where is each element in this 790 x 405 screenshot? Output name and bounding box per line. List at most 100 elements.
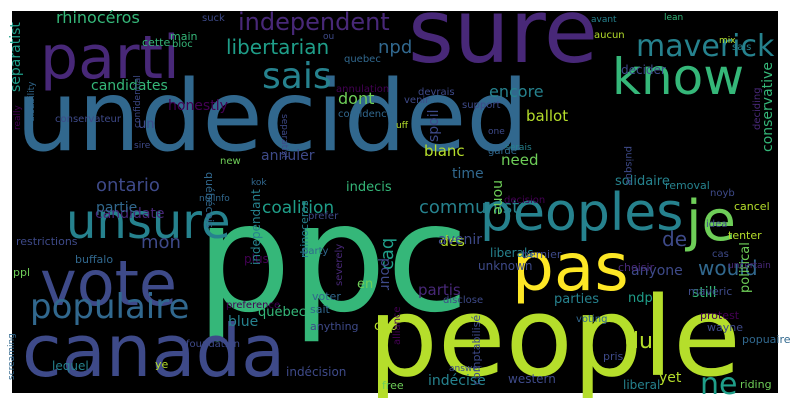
word-noyb: noyb	[710, 188, 735, 199]
word-disability: disability	[27, 81, 37, 122]
word-independant: independant	[249, 189, 263, 265]
word-je: je	[684, 189, 736, 254]
word-spoil: spoil	[426, 109, 442, 142]
word-pas: pas	[512, 229, 629, 306]
word-mon: mon	[141, 232, 181, 253]
word-pris: pris	[603, 350, 624, 363]
word-comptabilisé: comptabilisé	[470, 315, 483, 385]
word-encore: encore	[489, 82, 544, 101]
word-uncertain: uncertain	[728, 261, 771, 271]
word-sire: sire	[134, 141, 151, 151]
word-québec: québec	[258, 305, 306, 320]
word-voter: voter	[312, 290, 341, 303]
word-tenter: tenter	[728, 229, 762, 242]
word-answer: answer	[449, 364, 482, 374]
word-canada: canada	[22, 309, 285, 393]
word-anyone: anyone	[631, 263, 683, 279]
word-candidates: candidates	[91, 78, 168, 94]
word-none: none	[490, 180, 506, 215]
word-bernier: bernier	[522, 248, 562, 261]
word-coalition: coalition	[262, 198, 334, 218]
word-ppc: ppc	[196, 172, 469, 346]
word-deciding: deciding	[752, 87, 763, 130]
word-independent: independent	[238, 8, 390, 36]
word-voting: voting	[576, 314, 607, 325]
word-conservative: conservative	[760, 62, 776, 152]
word-restrictions: restrictions	[16, 235, 78, 248]
word-cpp: cpp	[374, 319, 398, 334]
word-rhinoceros: rhinoceros	[298, 200, 311, 258]
word-people: people	[368, 273, 741, 401]
word-ne: ne	[700, 367, 737, 402]
word-vote: vote	[40, 247, 177, 320]
word-caq: caq	[377, 238, 398, 270]
word-conservateur: conservateur	[55, 114, 122, 125]
word-ndp: ndp	[628, 291, 653, 306]
word-venir: venir	[404, 95, 430, 106]
word-really: really	[13, 104, 23, 130]
word-en: en	[357, 277, 373, 292]
word-political: political	[738, 242, 753, 293]
word-honestly: honestly	[168, 98, 228, 114]
word-alliance: alliance	[392, 306, 403, 345]
word-npd: npd	[378, 37, 412, 58]
word-separatist: separatist	[8, 22, 24, 92]
word-pour: pour	[377, 258, 393, 290]
word-ppl: ppl	[13, 266, 30, 279]
word-puisque: puisque	[623, 146, 634, 186]
word-quebec: quebec	[344, 54, 381, 65]
word-yet: yet	[659, 370, 682, 386]
word-blue: blue	[228, 314, 258, 330]
word-annulation: annulation	[336, 84, 389, 95]
word-wayne: wayne	[707, 321, 743, 334]
word-de: de	[662, 227, 687, 251]
word-nullnfo: nullnfo	[199, 194, 230, 204]
word-dont: dont	[338, 89, 374, 108]
word-foundation: foundation	[186, 339, 240, 350]
word-uff: uff	[396, 121, 409, 131]
word-plus: plus	[244, 252, 269, 266]
word-cette: cette	[142, 36, 170, 49]
word-confidential: confidential	[133, 75, 143, 128]
word-undecided: undecided	[16, 60, 529, 174]
word-serais: serais	[505, 143, 532, 153]
word-time: time	[452, 166, 484, 182]
word-new: new	[220, 156, 241, 167]
word-parti: parti	[40, 23, 180, 93]
word-liberals: liberals	[490, 246, 534, 260]
word-buffalo: buffalo	[75, 253, 113, 266]
word-avenir: avenir	[438, 232, 482, 248]
word-party: party	[302, 246, 329, 257]
word-still: still	[692, 285, 716, 301]
word-decision: decision	[504, 195, 545, 206]
word-rhinocéros: rhinocéros	[56, 8, 140, 27]
word-aucun: aucun	[594, 30, 625, 41]
word-free: free	[382, 379, 404, 392]
word-ou: ou	[323, 32, 334, 42]
word-indécision: indécision	[286, 365, 346, 379]
word-unsure: unsure	[66, 194, 230, 250]
word-populaire: populaire	[30, 287, 189, 327]
word-decider: decider	[621, 63, 666, 77]
word-communist: communist	[419, 197, 519, 218]
word-one: one	[488, 127, 505, 137]
word-cas: cas	[712, 249, 729, 260]
word-indécise: indécise	[428, 373, 486, 389]
word-maverick: maverick	[636, 29, 775, 64]
word-québécois: québécois	[203, 172, 216, 228]
word-parties: parties	[554, 292, 599, 307]
word-would: would	[698, 256, 758, 280]
word-lean: lean	[664, 13, 683, 23]
word-choisir: choisir	[618, 261, 655, 274]
word-kok: kok	[251, 178, 267, 188]
word-sait: sait	[310, 303, 331, 316]
word-screaming: screaming	[7, 333, 17, 380]
word-disclose: disclose	[443, 295, 483, 306]
word-sais: sais	[732, 42, 751, 53]
word-peoples: peoples	[480, 183, 683, 243]
word-candidate: candidate	[95, 206, 165, 222]
word-sure: sure	[408, 0, 598, 83]
word-solidaire: solidaire	[615, 174, 670, 189]
word-cancel: cancel	[734, 200, 770, 213]
word-main: main	[170, 30, 198, 43]
